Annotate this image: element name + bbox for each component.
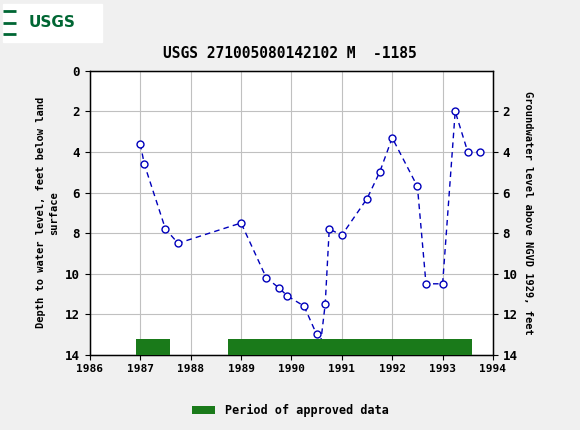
Text: USGS: USGS [29, 15, 75, 30]
Text: USGS 271005080142102 M  -1185: USGS 271005080142102 M -1185 [163, 46, 417, 61]
Legend: Period of approved data: Period of approved data [187, 399, 393, 422]
Y-axis label: Depth to water level, feet below land
surface: Depth to water level, feet below land su… [37, 97, 60, 329]
Y-axis label: Groundwater level above NGVD 1929, feet: Groundwater level above NGVD 1929, feet [523, 91, 533, 335]
Bar [136, 339, 169, 355]
Bar [3, 3, 102, 42]
Bar [229, 339, 472, 355]
